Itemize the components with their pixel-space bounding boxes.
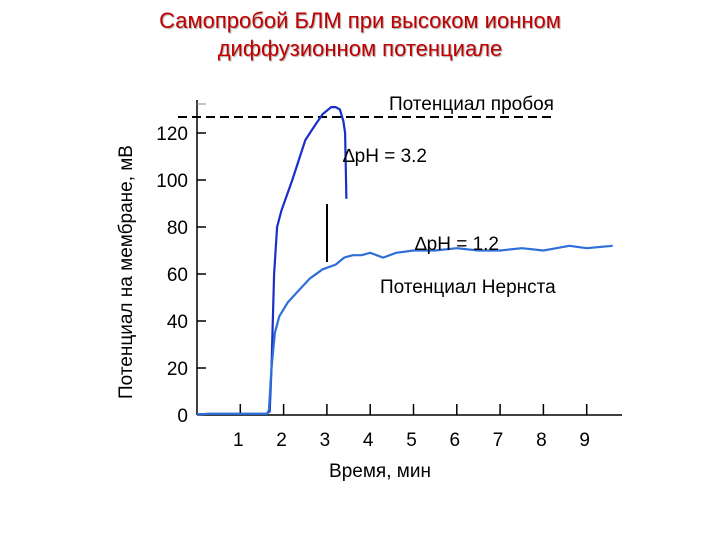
- x-tick-label: 4: [363, 430, 374, 451]
- y-tick-label: 80: [167, 218, 188, 239]
- x-axis-label: Время, мин: [329, 461, 431, 482]
- x-tick-label: 7: [493, 430, 504, 451]
- x-tick-label: 6: [450, 430, 461, 451]
- x-tick-label: 1: [233, 430, 244, 451]
- x-tick-label: 5: [406, 430, 417, 451]
- x-tick-label: 8: [536, 430, 547, 451]
- y-axis-label: Потенциал на мембране, мВ: [116, 145, 137, 399]
- chart-labels: Потенциал пробоя ∆pH = 3.2 ∆pH = 1.2 Потенц…: [116, 94, 556, 482]
- x-tick-label: 3: [320, 430, 331, 451]
- y-tick-label: 20: [167, 359, 188, 380]
- y-tick-label: 0: [177, 406, 188, 427]
- dph-low-label: ∆pH = 1.2: [415, 234, 499, 255]
- chart-title-line-1: Самопробой БЛМ при высоком ионном: [159, 8, 561, 33]
- chart-title-line-2: диффузионном потенциале: [217, 36, 503, 61]
- x-tick-label: 2: [276, 430, 287, 451]
- y-tick-label: 120: [156, 124, 188, 145]
- breakdown-potential-label: Потенциал пробоя: [389, 94, 554, 115]
- axes: 0 20 40 60 80 100 120 1 2 3 4 5 6 7 8 9: [156, 100, 622, 451]
- x-tick-label: 9: [579, 430, 590, 451]
- nernst-potential-label: Потенциал Нернста: [380, 277, 556, 298]
- dph-high-label: ∆pH = 3.2: [343, 146, 427, 167]
- series-line-2: [196, 244, 613, 416]
- y-tick-label: 60: [167, 265, 188, 286]
- series-lines: [196, 105, 613, 416]
- y-tick-label: 100: [156, 171, 188, 192]
- y-tick-label: 40: [167, 312, 188, 333]
